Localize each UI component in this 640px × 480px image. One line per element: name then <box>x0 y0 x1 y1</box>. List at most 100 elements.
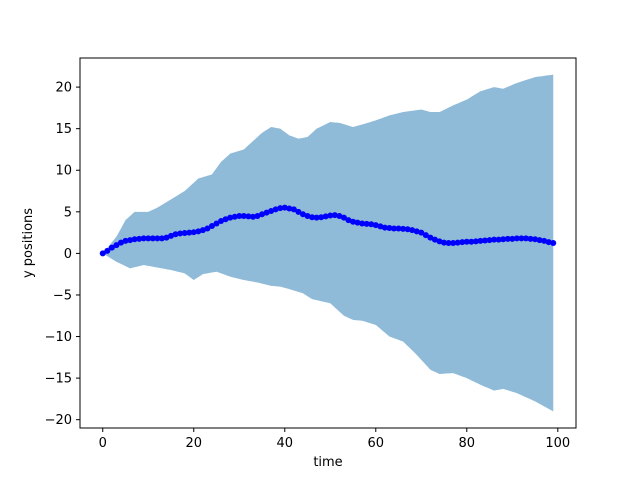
data-point <box>299 211 306 218</box>
data-point <box>177 230 184 237</box>
y-tick-label: −15 <box>45 372 72 387</box>
data-point <box>504 235 511 242</box>
data-point <box>158 235 165 242</box>
data-point <box>527 235 534 242</box>
data-point <box>491 236 498 243</box>
data-point <box>309 214 316 221</box>
data-point <box>368 221 375 228</box>
plot-frame <box>79 57 577 429</box>
y-tick-label: 15 <box>55 122 72 137</box>
data-point <box>140 235 147 242</box>
data-point <box>154 235 161 242</box>
data-point <box>454 239 461 246</box>
data-point <box>318 214 325 221</box>
data-point <box>213 220 220 227</box>
data-point <box>104 247 111 254</box>
y-tick-label: 5 <box>64 205 72 220</box>
data-point <box>390 225 397 232</box>
data-point <box>290 206 297 213</box>
data-point <box>231 213 238 220</box>
data-point <box>372 222 379 229</box>
data-point <box>259 211 266 218</box>
x-tick-label: 80 <box>459 436 476 451</box>
data-point <box>331 212 338 219</box>
data-point <box>163 234 170 241</box>
y-axis-ticks: −20 −15 −10 −5 0 5 10 15 20 <box>45 81 80 428</box>
data-point <box>295 208 302 215</box>
data-point <box>108 244 115 251</box>
data-point <box>513 235 520 242</box>
data-point <box>145 235 152 242</box>
y-tick-label: 10 <box>55 164 72 179</box>
data-point <box>268 207 275 214</box>
data-point <box>322 213 329 220</box>
data-point <box>518 235 525 242</box>
data-point <box>113 242 120 249</box>
data-point <box>195 228 202 235</box>
data-point <box>381 224 388 231</box>
x-tick-label: 0 <box>99 436 107 451</box>
data-point <box>186 229 193 236</box>
data-point <box>236 212 243 219</box>
data-point <box>199 227 206 234</box>
data-point <box>550 240 557 246</box>
data-point <box>377 223 384 230</box>
data-point <box>541 237 548 244</box>
data-point <box>168 232 175 239</box>
x-tick-label: 60 <box>368 436 385 451</box>
confidence-band <box>102 74 554 412</box>
y-tick-label: 0 <box>64 247 72 262</box>
data-point <box>481 237 488 244</box>
y-tick-label: −5 <box>53 288 72 303</box>
data-point <box>459 239 466 246</box>
data-point <box>532 236 539 243</box>
data-point <box>117 239 124 246</box>
data-point <box>245 213 252 220</box>
data-point <box>400 225 407 232</box>
y-tick-label: −10 <box>45 330 72 345</box>
confidence-band-layer <box>102 74 554 412</box>
data-point <box>136 235 143 242</box>
data-point <box>404 226 411 233</box>
data-point <box>131 236 138 243</box>
data-point <box>409 227 416 234</box>
data-point <box>441 239 448 246</box>
data-point <box>468 238 475 245</box>
data-point <box>222 216 229 223</box>
data-point <box>99 250 106 257</box>
x-tick-label: 40 <box>276 436 293 451</box>
data-point <box>445 240 452 246</box>
data-point <box>249 213 256 220</box>
x-axis-label: time <box>313 455 342 470</box>
data-point <box>486 237 493 244</box>
data-point <box>336 212 343 219</box>
data-point <box>172 231 179 238</box>
data-point <box>127 237 134 244</box>
y-tick-label: 20 <box>55 81 72 96</box>
data-point <box>500 236 507 243</box>
data-point <box>281 204 288 211</box>
data-point <box>254 212 261 219</box>
data-point <box>313 214 320 221</box>
data-point <box>350 218 357 225</box>
data-point <box>450 240 457 246</box>
data-point <box>422 232 429 239</box>
data-point <box>472 238 479 245</box>
data-point <box>522 235 529 242</box>
data-point <box>240 212 247 219</box>
data-point <box>122 237 129 244</box>
data-point <box>536 237 543 244</box>
data-point <box>304 212 311 219</box>
data-point <box>418 229 425 236</box>
data-point <box>431 236 438 243</box>
data-point <box>477 237 484 244</box>
data-point <box>395 225 402 232</box>
data-point <box>286 205 293 212</box>
data-point <box>463 238 470 245</box>
data-point <box>190 229 197 236</box>
y-tick-label: −20 <box>45 413 72 428</box>
data-point <box>263 209 270 216</box>
y-axis-label: y positions <box>21 208 36 278</box>
series-points-layer <box>99 204 557 257</box>
